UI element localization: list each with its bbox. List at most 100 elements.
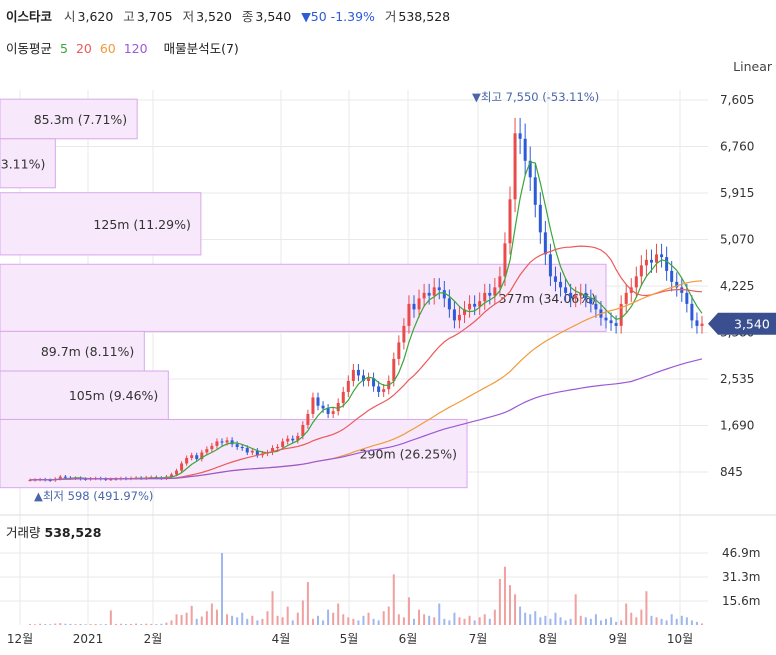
volume-profile-label: 290m (26.25%) xyxy=(360,447,457,462)
candle-body xyxy=(255,450,259,456)
candle-body xyxy=(523,138,527,161)
volume-bar xyxy=(99,624,102,625)
volume-bar xyxy=(241,612,244,625)
volume-bar xyxy=(650,615,653,625)
candle-body xyxy=(291,438,295,441)
candle-body xyxy=(574,295,578,299)
volume-bar xyxy=(670,614,673,625)
x-tick-label: 7월 xyxy=(469,632,488,646)
volume-profile-label: 89.7m (8.11%) xyxy=(41,344,134,359)
volume-bar xyxy=(610,617,613,625)
volume-bar xyxy=(418,609,421,625)
volume-bar xyxy=(615,621,618,625)
volume-profile-legend[interactable]: 매물분석도(7) xyxy=(163,41,239,56)
volume-profile-bar xyxy=(0,330,145,372)
ma120-legend[interactable]: 120 xyxy=(123,41,148,56)
volume-bar xyxy=(433,617,436,625)
volume-bar xyxy=(342,614,345,625)
volume-bar xyxy=(625,603,628,625)
candle-body xyxy=(614,323,618,326)
candle-body xyxy=(518,133,522,139)
candle-body xyxy=(447,298,451,310)
candle-body xyxy=(230,440,234,445)
candle-body xyxy=(190,455,194,458)
low-label: 저 xyxy=(182,9,195,24)
volume-bar xyxy=(498,578,501,625)
ma5-legend[interactable]: 5 xyxy=(60,41,68,56)
candle-body xyxy=(543,232,547,255)
volume-bar xyxy=(59,623,62,625)
candle-body xyxy=(109,479,113,481)
candle-body xyxy=(169,474,173,477)
volume-bar xyxy=(39,623,42,625)
candle-body xyxy=(639,265,643,277)
volume-bar xyxy=(392,574,395,625)
volume-tick-label: 15.6m xyxy=(722,594,760,608)
open-value: 3,620 xyxy=(77,9,114,24)
candle-body xyxy=(200,452,204,460)
volume-profile-bar xyxy=(0,370,169,420)
volume-bar xyxy=(180,615,183,625)
candle-body xyxy=(372,378,376,387)
candle-body xyxy=(306,413,310,425)
candle-body xyxy=(321,405,325,409)
candle-body xyxy=(367,378,371,381)
volume-bar xyxy=(317,615,319,625)
volume-bar xyxy=(246,618,249,625)
y-tick-label: 4,225 xyxy=(720,279,754,293)
volume-bar xyxy=(665,620,668,625)
volume-panel-title: 거래량 538,528 xyxy=(6,522,101,541)
x-tick-label: 5월 xyxy=(340,632,359,646)
candle-body xyxy=(58,476,62,479)
volume-bar xyxy=(438,603,441,625)
volume-bar xyxy=(160,623,163,625)
volume-bar xyxy=(155,624,158,625)
candle-body xyxy=(700,323,704,326)
candle-body xyxy=(301,424,305,436)
candle-body xyxy=(331,411,335,414)
candle-body xyxy=(185,457,189,464)
volume-bar xyxy=(701,623,703,625)
volume-bar xyxy=(655,617,658,625)
volume-bar xyxy=(170,620,173,625)
volume-bar xyxy=(468,615,471,625)
candle-body xyxy=(473,303,477,307)
volume-bar xyxy=(589,618,592,625)
candle-body xyxy=(286,438,290,442)
volume-bar xyxy=(236,617,239,625)
high-value: 3,705 xyxy=(136,9,173,24)
volume-bar xyxy=(605,618,607,625)
candle-body xyxy=(407,303,411,326)
candle-body xyxy=(240,446,244,449)
candle-body xyxy=(311,397,315,414)
volume-bar xyxy=(407,597,410,625)
ma60-legend[interactable]: 60 xyxy=(99,41,116,56)
candle-body xyxy=(528,160,532,178)
volume-bar xyxy=(483,614,486,625)
candle-body xyxy=(665,257,669,271)
candle-body xyxy=(281,441,285,447)
volume-bar xyxy=(382,611,385,625)
volume-bar xyxy=(266,611,269,625)
ma-legend[interactable]: 이동평균 5 20 60 120 매물분석도(7) xyxy=(6,38,243,57)
candle-body xyxy=(336,402,340,412)
volume-bar xyxy=(125,624,127,625)
x-tick-label: 10월 xyxy=(667,632,693,646)
x-tick-label: 2021 xyxy=(73,632,104,646)
volume-bar xyxy=(291,620,294,625)
ma20-legend[interactable]: 20 xyxy=(75,41,92,56)
volume-bar xyxy=(690,620,693,625)
volume-bar xyxy=(599,620,602,625)
candle-body xyxy=(245,448,249,453)
volume-bar xyxy=(276,615,279,625)
price-tag xyxy=(708,312,776,335)
y-tick-label: 2,535 xyxy=(720,372,754,386)
volume-bar xyxy=(231,615,234,625)
volume-bar xyxy=(367,612,370,625)
volume-bar xyxy=(402,617,405,625)
volume-bar xyxy=(660,618,663,625)
scale-toggle[interactable]: Linear xyxy=(733,59,772,74)
candle-body xyxy=(548,254,552,277)
volume-bar xyxy=(509,585,511,625)
